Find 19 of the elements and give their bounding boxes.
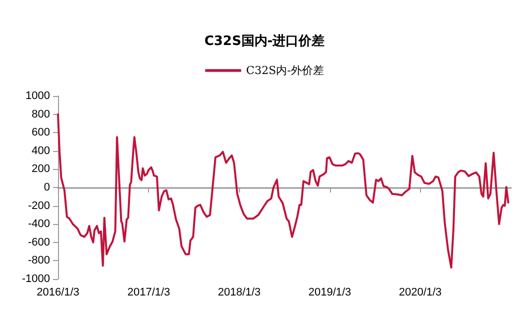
chart-title: C32S国内-进口价差 — [204, 34, 325, 49]
y-tick-label: 200 — [32, 163, 50, 176]
y-tick-label: -400 — [28, 218, 50, 230]
x-tick-label: 2018/1/3 — [218, 286, 261, 298]
y-tick-label: -1000 — [22, 273, 50, 285]
x-tick-label: 2016/1/3 — [36, 286, 80, 298]
y-tick-label: 1000 — [26, 90, 50, 102]
y-tick-label: -200 — [28, 200, 50, 212]
line-series — [57, 113, 510, 269]
x-tick-label: 2020/1/3 — [398, 286, 442, 298]
y-tick-label: 400 — [32, 144, 50, 157]
y-tick-label: 600 — [32, 126, 50, 139]
x-tick-label: 2019/1/3 — [308, 286, 352, 298]
legend-label: C32S内-外价差 — [246, 64, 324, 77]
y-tick-label: 800 — [32, 108, 50, 120]
y-tick-label: -800 — [28, 254, 50, 267]
y-tick-label: -600 — [28, 236, 50, 248]
y-tick-label: 0 — [44, 182, 50, 194]
x-tick-label: 2017/1/3 — [127, 286, 170, 298]
